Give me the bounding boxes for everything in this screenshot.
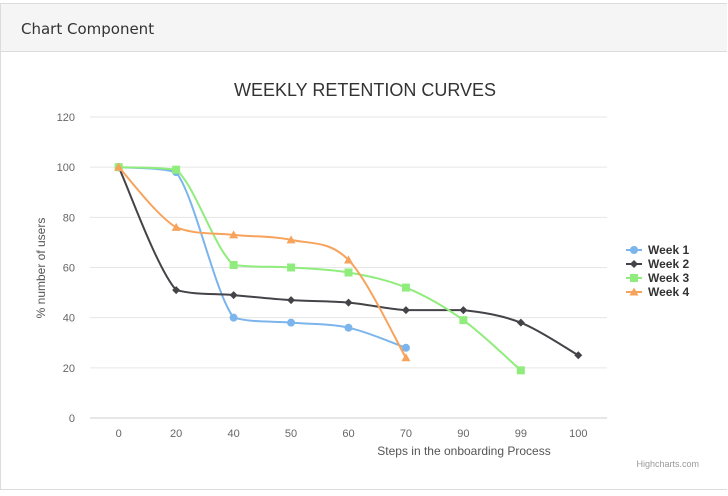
x-tick-label: 99: [515, 428, 527, 440]
legend-item-week-1[interactable]: Week 1: [626, 243, 689, 257]
data-point-week-3[interactable]: [229, 260, 238, 269]
legend-label-week-4: Week 4: [648, 285, 689, 299]
data-point-week-1[interactable]: [344, 323, 353, 332]
series-line-week-1[interactable]: [118, 166, 407, 349]
series-line-week-3[interactable]: [118, 166, 522, 372]
y-axis-label: % number of users: [34, 218, 48, 319]
data-point-week-3[interactable]: [172, 165, 181, 174]
x-tick-label: 90: [457, 428, 469, 440]
data-point-week-2[interactable]: [574, 351, 583, 360]
data-point-week-2[interactable]: [172, 286, 181, 295]
data-point-week-4[interactable]: [401, 353, 411, 362]
y-tick-label: 120: [57, 112, 75, 124]
data-point-week-4[interactable]: [229, 230, 239, 239]
legend-label-week-1: Week 1: [648, 243, 689, 257]
y-axis: 0 20 40 60 80 100 120: [57, 112, 75, 425]
y-tick-label: 60: [63, 263, 75, 275]
data-point-week-2[interactable]: [459, 306, 468, 315]
x-tick-label: 40: [227, 428, 239, 440]
legend-label-week-3: Week 3: [648, 271, 689, 285]
legend-marker-week-4: [629, 287, 639, 296]
x-axis-label: Steps in the onboarding Process: [377, 444, 550, 458]
x-tick-label: 100: [569, 428, 587, 440]
data-point-week-3[interactable]: [459, 316, 468, 325]
y-tick-label: 0: [69, 413, 75, 425]
legend-marker-week-2: [630, 260, 638, 268]
data-point-week-2[interactable]: [287, 296, 296, 305]
chart-grid: [90, 116, 607, 419]
data-point-week-3[interactable]: [401, 283, 410, 292]
data-point-week-4[interactable]: [171, 222, 181, 231]
data-point-week-4[interactable]: [344, 255, 353, 264]
data-point-week-1[interactable]: [287, 318, 296, 327]
x-tick-label: 70: [400, 428, 412, 440]
legend-item-week-4[interactable]: Week 4: [626, 285, 689, 299]
legend-marker-week-1: [630, 246, 638, 254]
y-tick-label: 40: [63, 313, 75, 325]
legend-item-week-3[interactable]: Week 3: [626, 271, 689, 285]
y-tick-label: 100: [57, 162, 75, 174]
y-tick-label: 80: [63, 212, 75, 224]
data-point-week-4[interactable]: [114, 162, 124, 171]
chart-series: [114, 162, 583, 375]
data-point-week-2[interactable]: [344, 298, 353, 307]
data-point-week-3[interactable]: [287, 263, 296, 272]
credits-link[interactable]: Highcharts.com: [636, 459, 699, 469]
series-week-1[interactable]: [114, 163, 410, 352]
data-point-week-2[interactable]: [229, 291, 238, 300]
legend-label-week-2: Week 2: [648, 257, 689, 271]
data-point-week-3[interactable]: [516, 366, 525, 375]
chart-title: WEEKLY RETENTION CURVES: [234, 80, 496, 100]
data-point-week-2[interactable]: [516, 318, 525, 327]
y-tick-label: 20: [63, 363, 75, 375]
data-point-week-1[interactable]: [229, 313, 238, 322]
series-line-week-4[interactable]: [117, 166, 407, 359]
data-point-week-2[interactable]: [401, 306, 410, 315]
panel-title: Chart Component: [1, 4, 727, 52]
data-point-week-3[interactable]: [344, 268, 353, 277]
chart-panel: Chart Component: [0, 3, 727, 490]
legend-item-week-2[interactable]: Week 2: [626, 257, 689, 271]
data-point-week-1[interactable]: [401, 343, 410, 352]
x-tick-label: 60: [342, 428, 354, 440]
data-point-week-4[interactable]: [286, 235, 296, 244]
series-week-3[interactable]: [114, 163, 525, 375]
x-tick-label: 20: [170, 428, 182, 440]
series-week-4[interactable]: [114, 162, 411, 362]
x-tick-label: 50: [285, 428, 297, 440]
legend-marker-week-3: [630, 274, 638, 282]
x-tick-label: 0: [116, 428, 122, 440]
x-axis: 0 20 40 50 60 70 90 99 100: [116, 428, 588, 440]
